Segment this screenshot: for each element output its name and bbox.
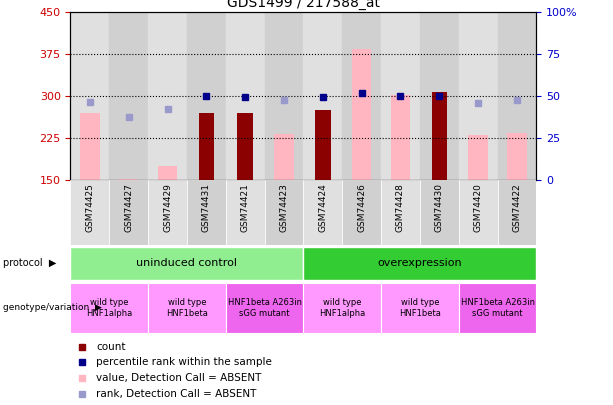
Text: GSM74429: GSM74429 xyxy=(163,183,172,232)
Bar xyxy=(459,283,536,333)
Bar xyxy=(303,180,342,245)
Text: percentile rank within the sample: percentile rank within the sample xyxy=(96,358,272,367)
Bar xyxy=(237,113,253,180)
Bar xyxy=(303,247,536,279)
Title: GDS1499 / 217588_at: GDS1499 / 217588_at xyxy=(227,0,380,10)
Bar xyxy=(420,180,459,245)
Text: GSM74420: GSM74420 xyxy=(474,183,482,232)
Bar xyxy=(468,135,488,180)
Text: GSM74431: GSM74431 xyxy=(202,183,211,232)
Bar xyxy=(70,12,109,180)
Bar xyxy=(226,283,303,333)
Text: overexpression: overexpression xyxy=(378,258,462,268)
Bar xyxy=(226,180,265,245)
Bar xyxy=(80,113,99,180)
Bar xyxy=(352,49,371,180)
Text: value, Detection Call = ABSENT: value, Detection Call = ABSENT xyxy=(96,373,262,383)
Bar xyxy=(391,95,410,180)
Bar xyxy=(381,12,420,180)
Bar xyxy=(459,12,498,180)
Bar xyxy=(420,12,459,180)
Bar xyxy=(148,12,187,180)
Bar xyxy=(109,12,148,180)
Bar xyxy=(303,12,342,180)
Bar xyxy=(459,180,498,245)
Bar xyxy=(342,12,381,180)
Bar xyxy=(342,180,381,245)
Text: GSM74421: GSM74421 xyxy=(241,183,249,232)
Text: wild type
HNF1beta: wild type HNF1beta xyxy=(399,298,441,318)
Bar xyxy=(315,110,330,180)
Text: wild type
HNF1alpha: wild type HNF1alpha xyxy=(319,298,365,318)
Bar xyxy=(119,179,139,180)
Text: wild type
HNF1alpha: wild type HNF1alpha xyxy=(86,298,132,318)
Bar xyxy=(498,12,536,180)
Bar xyxy=(498,180,536,245)
Text: uninduced control: uninduced control xyxy=(137,258,237,268)
Text: GSM74423: GSM74423 xyxy=(280,183,289,232)
Bar xyxy=(381,283,459,333)
Text: GSM74427: GSM74427 xyxy=(124,183,133,232)
Bar xyxy=(148,180,187,245)
Bar xyxy=(158,166,177,180)
Bar xyxy=(70,247,303,279)
Bar xyxy=(275,134,294,180)
Text: GSM74425: GSM74425 xyxy=(85,183,94,232)
Text: GSM74426: GSM74426 xyxy=(357,183,366,232)
Text: HNF1beta A263in
sGG mutant: HNF1beta A263in sGG mutant xyxy=(460,298,535,318)
Text: genotype/variation  ▶: genotype/variation ▶ xyxy=(3,303,102,312)
Bar xyxy=(265,180,303,245)
Text: GSM74428: GSM74428 xyxy=(396,183,405,232)
Text: count: count xyxy=(96,342,126,352)
Bar xyxy=(70,283,148,333)
Bar xyxy=(226,12,265,180)
Bar xyxy=(381,180,420,245)
Text: GSM74422: GSM74422 xyxy=(512,183,522,232)
Bar xyxy=(148,283,226,333)
Bar xyxy=(70,180,109,245)
Text: protocol  ▶: protocol ▶ xyxy=(3,258,56,268)
Bar xyxy=(303,283,381,333)
Bar xyxy=(199,113,214,180)
Text: GSM74430: GSM74430 xyxy=(435,183,444,232)
Text: HNF1beta A263in
sGG mutant: HNF1beta A263in sGG mutant xyxy=(227,298,302,318)
Bar xyxy=(507,132,527,180)
Text: wild type
HNF1beta: wild type HNF1beta xyxy=(166,298,208,318)
Bar xyxy=(265,12,303,180)
Bar xyxy=(109,180,148,245)
Bar xyxy=(432,92,447,180)
Bar xyxy=(187,180,226,245)
Text: rank, Detection Call = ABSENT: rank, Detection Call = ABSENT xyxy=(96,389,256,399)
Bar xyxy=(187,12,226,180)
Text: GSM74424: GSM74424 xyxy=(318,183,327,232)
